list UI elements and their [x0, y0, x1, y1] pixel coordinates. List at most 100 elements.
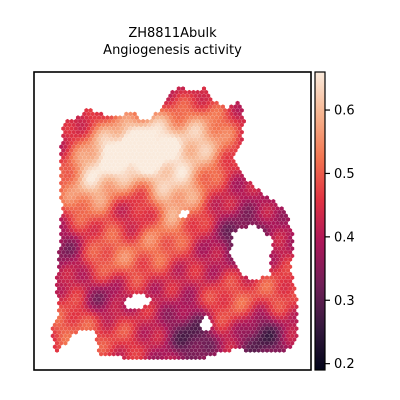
tissue-spot — [71, 122, 76, 128]
tissue-spot — [170, 242, 175, 248]
tissue-spot — [243, 289, 249, 295]
tissue-spot — [155, 188, 160, 193]
tissue-spot — [225, 220, 230, 226]
tissue-spot — [288, 308, 293, 313]
tissue-spot — [84, 275, 89, 281]
tissue-spot — [124, 155, 129, 161]
tissue-spot — [90, 162, 95, 168]
tissue-spot — [164, 268, 169, 273]
tissue-spot — [73, 278, 78, 284]
tissue-spot — [174, 220, 179, 226]
tissue-spot — [288, 249, 293, 255]
tissue-spot — [235, 129, 240, 135]
tissue-spot — [138, 282, 144, 288]
tissue-spot — [90, 257, 95, 262]
tissue-spot — [126, 188, 131, 193]
tissue-spot — [132, 351, 137, 357]
tissue-spot — [145, 293, 150, 299]
tissue-spot — [220, 271, 225, 277]
tissue-spot — [185, 144, 190, 150]
tissue-spot — [212, 169, 217, 175]
tissue-spot — [229, 206, 234, 211]
tissue-spot — [134, 224, 139, 230]
tissue-spot — [193, 144, 198, 150]
tissue-spot — [168, 129, 173, 135]
tissue-spot — [204, 264, 209, 270]
tissue-spot — [164, 333, 169, 339]
tissue-spot — [111, 140, 116, 146]
tissue-spot — [105, 253, 110, 259]
tissue-spot — [63, 209, 68, 215]
tissue-spot — [222, 340, 228, 346]
tissue-spot — [239, 122, 244, 128]
tissue-spot — [166, 111, 171, 117]
tissue-spot — [115, 257, 120, 262]
tissue-spot — [155, 289, 160, 295]
tissue-spot — [195, 278, 200, 284]
tissue-spot — [227, 195, 232, 201]
tissue-spot — [229, 191, 234, 197]
tissue-spot — [115, 264, 120, 270]
tissue-spot — [128, 169, 133, 175]
tissue-spot — [115, 300, 120, 306]
tissue-spot — [75, 311, 81, 317]
tissue-spot — [109, 188, 114, 193]
tissue-spot — [132, 140, 137, 146]
tissue-spot — [185, 129, 190, 135]
tissue-spot — [138, 158, 144, 164]
tissue-spot — [176, 348, 181, 353]
tissue-spot — [256, 318, 261, 324]
tissue-spot — [103, 329, 108, 335]
tissue-spot — [107, 198, 112, 204]
tissue-spot — [69, 257, 74, 262]
tissue-spot — [86, 111, 91, 117]
tissue-spot — [214, 202, 219, 208]
tissue-spot — [86, 308, 91, 313]
tissue-spot — [241, 300, 246, 306]
tissue-spot — [178, 177, 183, 182]
tissue-spot — [174, 140, 179, 146]
tissue-spot — [201, 180, 207, 186]
tissue-spot — [210, 100, 215, 106]
tissue-spot — [73, 220, 78, 226]
tissue-spot — [229, 184, 234, 190]
tissue-spot — [185, 151, 190, 157]
tissue-spot — [210, 151, 215, 157]
tissue-spot — [155, 122, 160, 128]
tissue-spot — [63, 158, 68, 164]
tissue-spot — [124, 257, 129, 262]
tissue-spot — [235, 282, 240, 288]
tissue-spot — [101, 224, 106, 230]
tissue-spot — [229, 337, 234, 342]
tissue-spot — [174, 162, 179, 168]
tissue-spot — [235, 311, 240, 317]
tissue-spot — [71, 144, 76, 150]
tissue-spot — [189, 195, 194, 201]
tissue-spot — [288, 286, 293, 291]
tissue-spot — [94, 220, 99, 226]
tissue-spot — [180, 260, 186, 266]
tissue-spot — [99, 344, 104, 350]
tissue-spot — [214, 333, 219, 339]
tissue-spot — [138, 318, 144, 324]
tissue-spot — [172, 231, 177, 237]
tissue-spot — [210, 180, 215, 186]
tissue-spot — [166, 213, 171, 219]
tissue-spot — [157, 118, 162, 124]
tissue-spot — [239, 297, 244, 302]
tissue-spot — [185, 275, 190, 281]
tissue-spot — [130, 326, 135, 331]
tissue-spot — [218, 209, 223, 215]
tissue-spot — [231, 275, 236, 281]
tissue-spot — [126, 144, 131, 150]
tissue-spot — [120, 329, 125, 335]
tissue-spot — [59, 173, 64, 179]
tissue-spot — [239, 115, 244, 120]
tissue-spot — [109, 348, 114, 353]
tissue-spot — [132, 264, 137, 270]
tissue-spot — [164, 122, 169, 128]
tissue-spot — [174, 97, 179, 102]
tissue-spot — [120, 220, 125, 226]
tissue-spot — [67, 158, 72, 164]
tissue-spot — [138, 253, 144, 259]
